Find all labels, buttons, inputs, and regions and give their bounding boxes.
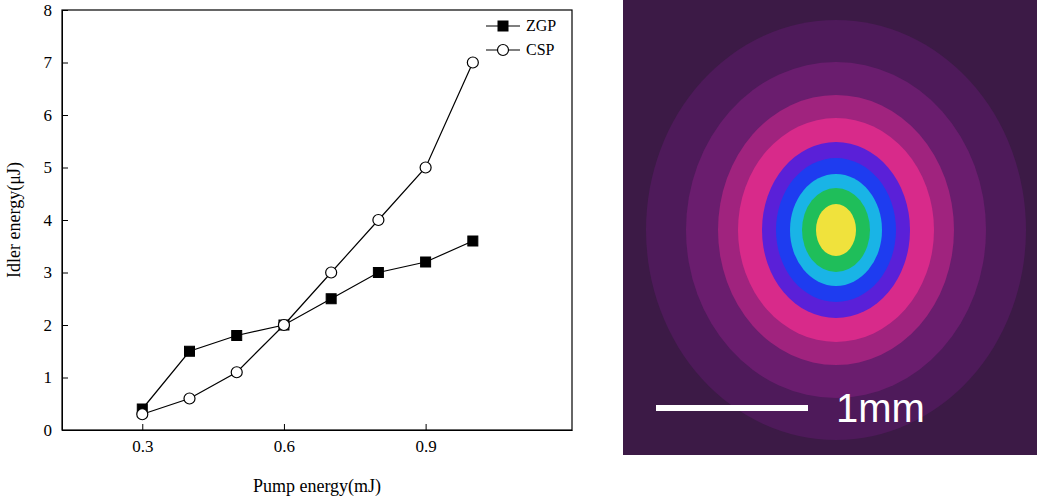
scale-bar (656, 405, 808, 411)
y-tick: 5 (44, 158, 69, 177)
beam-ring (718, 95, 954, 365)
x-tick-mark (426, 424, 427, 430)
y-tick: 4 (44, 211, 69, 230)
data-point (278, 320, 289, 331)
beam-ring (646, 20, 1026, 440)
y-tick-mark (62, 115, 68, 116)
data-point (185, 346, 195, 356)
y-tick-label: 0 (44, 421, 53, 440)
legend-marker (498, 45, 509, 56)
x-tick: 0.6 (274, 424, 295, 456)
beam-image: 1mm (623, 0, 1037, 455)
y-axis: 0 1 2 3 4 5 6 7 8 (44, 1, 69, 440)
data-point (467, 57, 478, 68)
legend: ZGP CSP (486, 17, 556, 58)
y-tick: 1 (44, 368, 69, 387)
data-point (468, 236, 478, 246)
x-axis-line (63, 430, 573, 431)
x-tick-label: 0.9 (415, 437, 436, 456)
data-point (137, 409, 148, 420)
y-tick-mark (62, 220, 68, 221)
data-point (232, 331, 242, 341)
beam-ring (738, 118, 934, 342)
x-tick-mark (284, 424, 285, 430)
x-tick: 0.3 (132, 424, 153, 456)
beam-ring (686, 62, 986, 398)
x-tick: 0.9 (415, 424, 436, 456)
beam-ring (776, 158, 896, 302)
x-tick-label: 0.6 (274, 437, 295, 456)
scale-bar-label: 1mm (836, 386, 925, 430)
y-tick: 8 (44, 1, 69, 20)
legend-marker (498, 21, 508, 31)
y-tick-label: 5 (44, 158, 53, 177)
series-line (142, 241, 473, 409)
y-tick: 3 (44, 263, 69, 282)
legend-label: CSP (526, 41, 555, 58)
y-tick-mark (62, 63, 68, 64)
plot-frame (62, 10, 572, 430)
x-axis: 0.3 0.6 0.9 (63, 424, 573, 456)
y-tick-label: 7 (44, 53, 53, 72)
beam-ring (790, 174, 882, 286)
x-tick-mark (142, 424, 143, 430)
x-tick-label: 0.3 (132, 437, 153, 456)
legend-label: ZGP (526, 17, 556, 34)
y-tick: 6 (44, 106, 69, 125)
series-line (142, 63, 473, 415)
data-point (326, 267, 337, 278)
y-tick-mark (62, 325, 68, 326)
data-point (373, 268, 383, 278)
y-tick-mark (62, 168, 68, 169)
x-axis-title: Pump energy(mJ) (253, 476, 381, 497)
y-tick-mark (62, 273, 68, 274)
y-tick-mark (62, 378, 68, 379)
y-tick: 0 (44, 421, 69, 440)
y-tick-label: 8 (44, 1, 53, 20)
data-point (420, 162, 431, 173)
y-tick-label: 4 (44, 211, 53, 230)
data-point (326, 294, 336, 304)
y-tick-mark (62, 10, 68, 11)
beam-ring (816, 204, 856, 256)
data-point (373, 215, 384, 226)
beam-ring (762, 142, 910, 318)
y-tick-label: 1 (44, 368, 53, 387)
image-background (623, 0, 1037, 455)
y-tick-mark (62, 430, 68, 431)
y-tick-label: 2 (44, 316, 53, 335)
data-point (231, 367, 242, 378)
y-tick-label: 3 (44, 263, 53, 282)
data-point (184, 393, 195, 404)
figure: 0.3 0.6 0.9 0 1 2 3 4 5 6 7 8 Pump energy(mJ) Idler e… (0, 0, 1037, 504)
data-point (421, 257, 431, 267)
plot-area (137, 57, 479, 420)
y-axis-title: Idler energy(μJ) (4, 162, 25, 278)
y-tick: 2 (44, 316, 69, 335)
y-tick-label: 6 (44, 106, 53, 125)
y-tick: 7 (44, 53, 69, 72)
beam-ring (802, 188, 870, 272)
data-point (279, 320, 289, 330)
